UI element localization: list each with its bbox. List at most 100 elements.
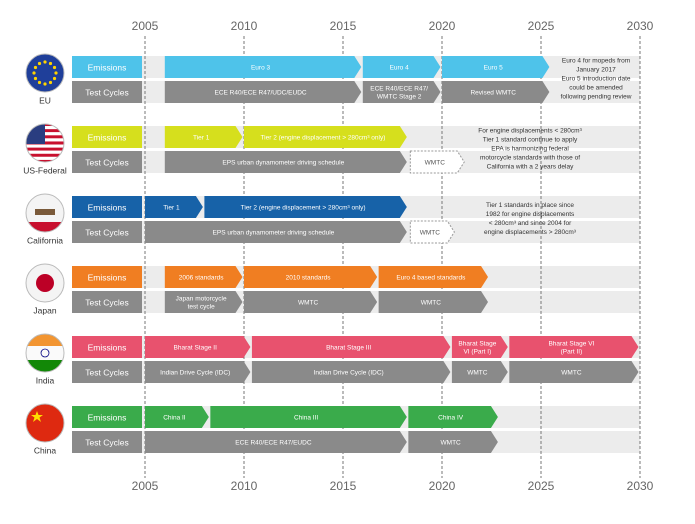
star xyxy=(31,411,43,422)
timeline-arrow xyxy=(409,220,455,244)
flag-part xyxy=(26,144,64,148)
timeline-arrow xyxy=(164,151,407,173)
arrow-label: Bharat Stage III xyxy=(326,345,371,352)
arrow-label: (Part II) xyxy=(561,349,583,356)
arrow-label: ECE R40/ECE R47/EUDC xyxy=(235,440,312,447)
timeline-arrow xyxy=(251,336,451,358)
flag-part xyxy=(35,209,55,215)
arrow-label: WMTC xyxy=(421,300,442,307)
arrow-label: WMTC xyxy=(441,440,462,447)
arrow-label: Euro 3 xyxy=(251,65,271,72)
arrow-label: Euro 4 xyxy=(390,65,410,72)
flag-rim xyxy=(25,263,65,303)
timeline-arrow xyxy=(244,266,378,288)
row-label-box xyxy=(72,126,142,148)
arrow-label: WMTC xyxy=(298,300,319,307)
flag-part xyxy=(26,147,64,151)
timeline-arrow xyxy=(164,291,243,313)
star xyxy=(37,61,42,66)
timeline-arrow xyxy=(145,336,251,358)
star xyxy=(48,61,53,66)
row-label: Emissions xyxy=(88,272,127,282)
row-label-box xyxy=(72,266,142,288)
note-line: could be amended xyxy=(569,85,623,92)
timeline-arrow xyxy=(164,266,243,288)
arrow-label: WMTC xyxy=(420,230,441,237)
flag-part xyxy=(26,150,64,154)
x-tick-label-top: 2015 xyxy=(330,19,357,33)
star xyxy=(33,65,38,70)
note-line: < 280cm³ and since 2004 for xyxy=(489,220,572,227)
flag-part xyxy=(26,222,64,232)
timeline-arrow xyxy=(378,291,489,313)
note-line: EPA is harmonizing federal xyxy=(491,146,569,153)
arrow-label: Tier 2 (engine displacement > 280cm³ onl… xyxy=(260,135,385,142)
timeline-arrow xyxy=(164,81,362,103)
arrow-label: ECE R40/ECE R47/UDC/EUDC xyxy=(214,90,306,97)
arrow-label: WMTC xyxy=(425,160,446,167)
region-name: India xyxy=(36,375,55,385)
arrow-label: Bharat Stage II xyxy=(174,345,218,352)
arrow-label: Indian Drive Cycle (IDC) xyxy=(160,370,230,377)
flag-part xyxy=(26,156,64,160)
timeline-arrow xyxy=(451,336,508,358)
x-tick-label-top: 2020 xyxy=(429,19,456,33)
arrow-label: Japan motorcycle xyxy=(176,296,227,303)
row-label-box xyxy=(72,196,142,218)
flag-rim xyxy=(25,403,65,443)
x-tick-label-bottom: 2025 xyxy=(528,479,555,493)
flag xyxy=(25,53,65,93)
flag xyxy=(25,123,65,163)
row-label: Emissions xyxy=(88,132,127,142)
row-label: Test Cycles xyxy=(85,157,128,167)
timeline-arrow xyxy=(408,406,498,428)
timeline-arrow xyxy=(409,150,465,174)
row-label-box xyxy=(72,151,142,173)
timeline-arrow xyxy=(442,81,550,103)
flag-body xyxy=(26,404,64,442)
row-label: Emissions xyxy=(88,412,127,422)
timeline-arrow xyxy=(362,56,441,78)
arrow-label: Euro 4 based standards xyxy=(396,275,466,282)
timeline-arrow xyxy=(244,126,407,148)
row-label: Emissions xyxy=(88,62,127,72)
row-label: Test Cycles xyxy=(85,297,128,307)
flag-body xyxy=(26,124,64,162)
arrow-label: test cycle xyxy=(188,304,215,311)
x-tick-label-top: 2010 xyxy=(231,19,258,33)
note-line: For engine displacements < 280cm³ xyxy=(478,128,582,135)
arrow-label: China IV xyxy=(438,415,464,422)
timeline-arrow xyxy=(210,406,407,428)
arrow-label: Bharat Stage xyxy=(458,341,496,348)
row-label: Emissions xyxy=(88,342,127,352)
row-label: Test Cycles xyxy=(85,227,128,237)
arrow-label: Bharat Stage VI xyxy=(548,341,594,348)
timeline-arrow xyxy=(145,406,209,428)
arrow-label: China III xyxy=(294,415,318,422)
row-label-box xyxy=(72,221,142,243)
arrow-label: Indian Drive Cycle (IDC) xyxy=(314,370,384,377)
star xyxy=(48,80,53,85)
arrow-label: Euro 5 xyxy=(484,65,504,72)
region-name: EU xyxy=(39,95,51,105)
note-line: January 2017 xyxy=(576,67,616,74)
flag-body xyxy=(26,334,64,372)
timeline-arrow xyxy=(251,361,451,383)
timeline-arrow xyxy=(164,56,362,78)
region-name: Japan xyxy=(33,305,56,315)
flag-part xyxy=(26,153,64,157)
arrow-label: VI (Part I) xyxy=(463,349,491,356)
note-line: Tier 1 standards in place since xyxy=(486,202,574,209)
star xyxy=(32,71,36,75)
arrow-label: Revised WMTC xyxy=(470,90,516,97)
star xyxy=(52,76,57,81)
flag-part xyxy=(26,334,64,347)
flag xyxy=(25,263,65,303)
timeline-arrow xyxy=(442,56,550,78)
flag-body xyxy=(26,264,64,302)
arrow-label: Tier 1 xyxy=(193,135,210,142)
flag-rim xyxy=(25,53,65,93)
region-name: California xyxy=(27,235,63,245)
star xyxy=(43,60,47,64)
